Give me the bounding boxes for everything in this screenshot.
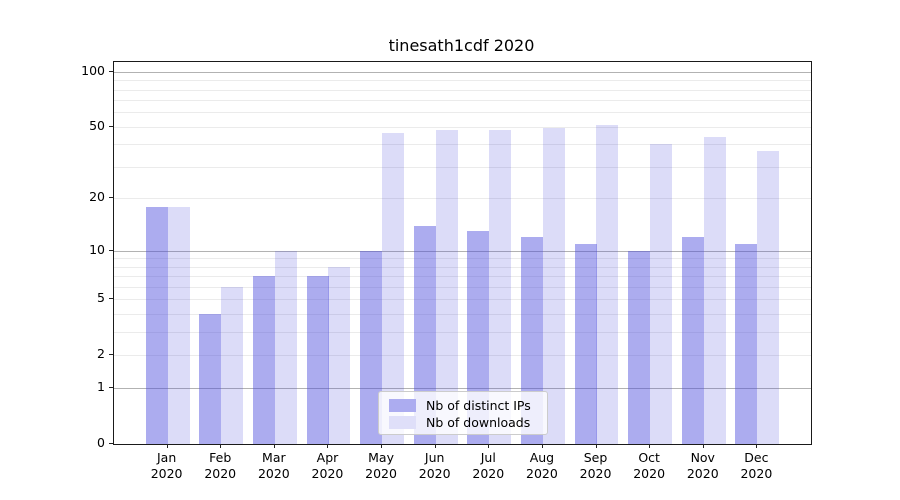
bar-downloads-sep bbox=[596, 125, 619, 444]
y-axis-label: 100 bbox=[81, 62, 105, 78]
x-axis-label: Apr 2020 bbox=[311, 450, 344, 481]
x-axis-label: Aug 2020 bbox=[526, 450, 558, 481]
bar-ips-oct bbox=[628, 250, 651, 444]
y-axis-label: 1 bbox=[97, 379, 105, 395]
x-axis-label: Sep 2020 bbox=[579, 450, 612, 481]
y-axis-label: 50 bbox=[89, 117, 105, 133]
x-axis-tick bbox=[488, 444, 490, 448]
bar-downloads-jan bbox=[167, 206, 190, 444]
y-axis-label: 5 bbox=[97, 290, 105, 306]
minor-gridline bbox=[114, 314, 811, 316]
minor-gridline bbox=[114, 89, 811, 91]
bar-ips-feb bbox=[199, 314, 222, 444]
x-axis-label: Mar 2020 bbox=[257, 450, 290, 481]
minor-gridline bbox=[114, 355, 811, 357]
bar-ips-jan bbox=[145, 206, 168, 444]
x-axis-tick bbox=[702, 444, 704, 448]
bar-ips-apr bbox=[306, 276, 329, 444]
y-axis-label: 0 bbox=[97, 435, 105, 450]
bar-ips-jul bbox=[467, 231, 490, 444]
bar-downloads-mar bbox=[274, 250, 297, 444]
bar-downloads-aug bbox=[542, 128, 565, 444]
x-axis-tick bbox=[381, 444, 383, 448]
x-axis-label: May 2020 bbox=[365, 450, 397, 481]
plot-area bbox=[113, 61, 812, 445]
x-axis-label: Feb 2020 bbox=[204, 450, 237, 481]
x-axis-tick bbox=[273, 444, 275, 448]
y-axis-tick bbox=[109, 249, 113, 251]
legend-label-distinct-ips: Nb of distinct IPs bbox=[426, 397, 531, 413]
minor-gridline bbox=[114, 80, 811, 82]
x-axis-tick bbox=[649, 444, 651, 448]
legend: Nb of distinct IPs Nb of downloads bbox=[378, 391, 548, 435]
y-axis-label: 10 bbox=[89, 241, 105, 257]
minor-gridline bbox=[114, 198, 811, 200]
minor-gridline bbox=[114, 299, 811, 301]
minor-gridline bbox=[114, 276, 811, 278]
x-axis-tick bbox=[595, 444, 597, 448]
legend-item-downloads: Nb of downloads bbox=[389, 414, 539, 430]
bar-downloads-may bbox=[381, 133, 404, 444]
y-axis-label: 2 bbox=[97, 346, 105, 362]
minor-gridline bbox=[114, 332, 811, 334]
legend-item-distinct-ips: Nb of distinct IPs bbox=[389, 397, 539, 413]
major-gridline bbox=[114, 71, 811, 73]
legend-swatch-distinct-ips bbox=[389, 398, 416, 412]
x-axis-label: Jul 2020 bbox=[472, 450, 505, 481]
bar-ips-jun bbox=[413, 225, 436, 444]
bar-ips-sep bbox=[574, 243, 597, 444]
y-axis-label: 20 bbox=[89, 189, 105, 205]
bar-downloads-jul bbox=[489, 130, 512, 444]
legend-label-downloads: Nb of downloads bbox=[426, 414, 531, 430]
x-axis-label: Nov 2020 bbox=[686, 450, 719, 481]
y-axis-tick bbox=[109, 125, 113, 127]
bar-ips-dec bbox=[735, 243, 758, 444]
x-axis-tick bbox=[220, 444, 222, 448]
bar-downloads-feb bbox=[221, 287, 244, 444]
y-axis-tick bbox=[109, 354, 113, 356]
minor-gridline bbox=[114, 126, 811, 128]
y-axis-tick bbox=[109, 70, 113, 72]
minor-gridline bbox=[114, 144, 811, 146]
y-axis-tick bbox=[109, 443, 113, 444]
minor-gridline bbox=[114, 258, 811, 260]
major-gridline bbox=[114, 250, 811, 252]
x-axis-label: Oct 2020 bbox=[633, 450, 666, 481]
bar-ips-nov bbox=[681, 237, 704, 444]
x-axis-tick bbox=[541, 444, 543, 448]
bar-downloads-oct bbox=[650, 144, 673, 444]
minor-gridline bbox=[114, 112, 811, 114]
y-axis-tick bbox=[109, 298, 113, 300]
y-axis-tick bbox=[109, 387, 113, 389]
bar-ips-may bbox=[360, 250, 383, 444]
minor-gridline bbox=[114, 287, 811, 289]
x-axis-tick bbox=[166, 444, 168, 448]
x-axis-label: Dec 2020 bbox=[740, 450, 773, 481]
major-gridline bbox=[114, 388, 811, 390]
bar-downloads-nov bbox=[703, 136, 726, 444]
x-axis-tick bbox=[327, 444, 329, 448]
bar-downloads-apr bbox=[328, 266, 351, 444]
minor-gridline bbox=[114, 167, 811, 169]
x-axis-label: Jan 2020 bbox=[150, 450, 183, 481]
chart-title: tinesath1cdf 2020 bbox=[388, 36, 535, 55]
bar-downloads-jun bbox=[435, 130, 458, 444]
bar-ips-mar bbox=[252, 276, 275, 444]
legend-swatch-downloads bbox=[389, 415, 416, 429]
x-axis-tick bbox=[756, 444, 758, 448]
y-axis-tick bbox=[109, 197, 113, 199]
x-axis-tick bbox=[434, 444, 436, 448]
minor-gridline bbox=[114, 100, 811, 102]
minor-gridline bbox=[114, 266, 811, 268]
x-axis-label: Jun 2020 bbox=[418, 450, 451, 481]
bar-downloads-dec bbox=[757, 150, 780, 444]
